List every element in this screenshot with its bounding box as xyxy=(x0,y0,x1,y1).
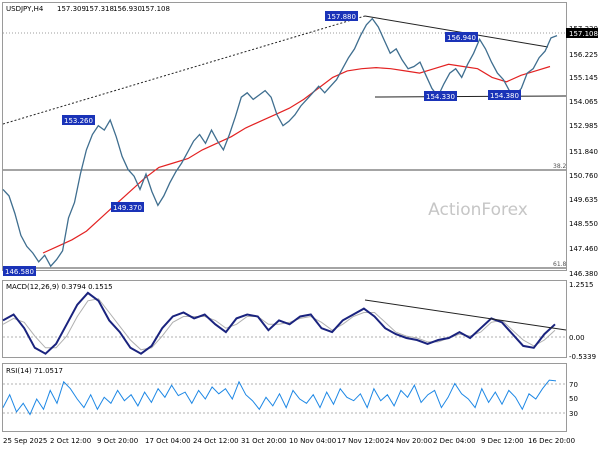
x-tick-10: 9 Dec 12:00 xyxy=(481,437,524,445)
x-tick-0: 25 Sep 2025 xyxy=(3,437,47,445)
y-tick-149635: 149.635 xyxy=(569,196,598,204)
macd-line xyxy=(2,291,556,355)
label-154380: 154.380 xyxy=(488,90,521,100)
fib-level-61-label: 61.8 xyxy=(553,261,567,268)
label-153260: 153.260 xyxy=(62,115,95,125)
macd-tick-zero: 0.00 xyxy=(569,334,585,342)
macd-tick-bottom: -0.5339 xyxy=(569,353,596,361)
y-tick-147460: 147.460 xyxy=(569,245,598,253)
x-tick-8: 24 Nov 20:00 xyxy=(385,437,432,445)
macd-panel-frame xyxy=(2,280,567,358)
rsi-tick-30: 30 xyxy=(569,410,578,418)
x-tick-7: 17 Nov 12:00 xyxy=(337,437,384,445)
svg-text:156.940: 156.940 xyxy=(447,34,476,42)
label-146580: 146.580 xyxy=(3,266,36,276)
chart-title: USDJPY,H4 xyxy=(6,5,44,13)
label-149370: 149.370 xyxy=(111,202,144,212)
y-tick-146380: 146.380 xyxy=(569,270,598,278)
macd-tick-top: 1.2515 xyxy=(569,281,594,289)
x-tick-3: 17 Oct 04:00 xyxy=(145,437,191,445)
current-price-label: 157.108 xyxy=(569,30,598,38)
ohlc-close: 157.108 xyxy=(141,5,170,13)
support-trendline xyxy=(2,15,366,125)
ohlc-low: 156.930 xyxy=(113,5,142,13)
rsi-tick-70: 70 xyxy=(569,381,578,389)
rsi-tick-50: 50 xyxy=(569,395,578,403)
fib-level-38-label: 38.2 xyxy=(553,163,567,170)
y-tick-148550: 148.550 xyxy=(569,220,598,228)
x-tick-4: 24 Oct 12:00 xyxy=(193,437,239,445)
x-tick-11: 16 Dec 20:00 xyxy=(528,437,575,445)
svg-text:149.370: 149.370 xyxy=(113,204,142,212)
y-tick-151840: 151.840 xyxy=(569,148,598,156)
svg-text:157.880: 157.880 xyxy=(327,13,356,21)
y-tick-155145: 155.145 xyxy=(569,74,598,82)
price-line xyxy=(2,17,558,268)
svg-text:154.330: 154.330 xyxy=(426,93,455,101)
y-tick-156225: 156.225 xyxy=(569,51,598,59)
x-tick-9: 2 Dec 04:00 xyxy=(433,437,476,445)
label-157880: 157.880 xyxy=(325,11,358,21)
svg-text:154.380: 154.380 xyxy=(490,92,519,100)
x-tick-2: 9 Oct 20:00 xyxy=(97,437,138,445)
rsi-line xyxy=(2,379,557,416)
rsi-panel-frame xyxy=(2,363,567,432)
label-156940: 156.940 xyxy=(445,32,478,42)
svg-text:153.260: 153.260 xyxy=(64,117,93,125)
ohlc-high: 157.318 xyxy=(85,5,114,13)
price-panel-frame xyxy=(2,2,567,271)
ohlc-open: 157.309 xyxy=(57,5,86,13)
macd-title: MACD(12,26,9) 0.3794 0.1515 xyxy=(6,283,113,291)
y-tick-150760: 150.760 xyxy=(569,172,598,180)
moving-average-line xyxy=(42,63,551,254)
macd-trendline xyxy=(364,299,567,331)
x-tick-5: 31 Oct 20:00 xyxy=(241,437,287,445)
y-tick-154065: 154.065 xyxy=(569,98,598,106)
watermark: ActionForex xyxy=(428,200,528,220)
label-154330: 154.330 xyxy=(424,91,457,101)
svg-text:146.580: 146.580 xyxy=(5,268,34,276)
y-tick-152985: 152.985 xyxy=(569,122,598,130)
current-price-badge xyxy=(566,28,598,38)
range-support-line xyxy=(374,95,567,98)
resistance-trendline xyxy=(364,15,549,48)
rsi-title: RSI(14) 71.0517 xyxy=(6,367,63,375)
x-tick-1: 2 Oct 12:00 xyxy=(50,437,91,445)
x-tick-6: 10 Nov 04:00 xyxy=(289,437,336,445)
